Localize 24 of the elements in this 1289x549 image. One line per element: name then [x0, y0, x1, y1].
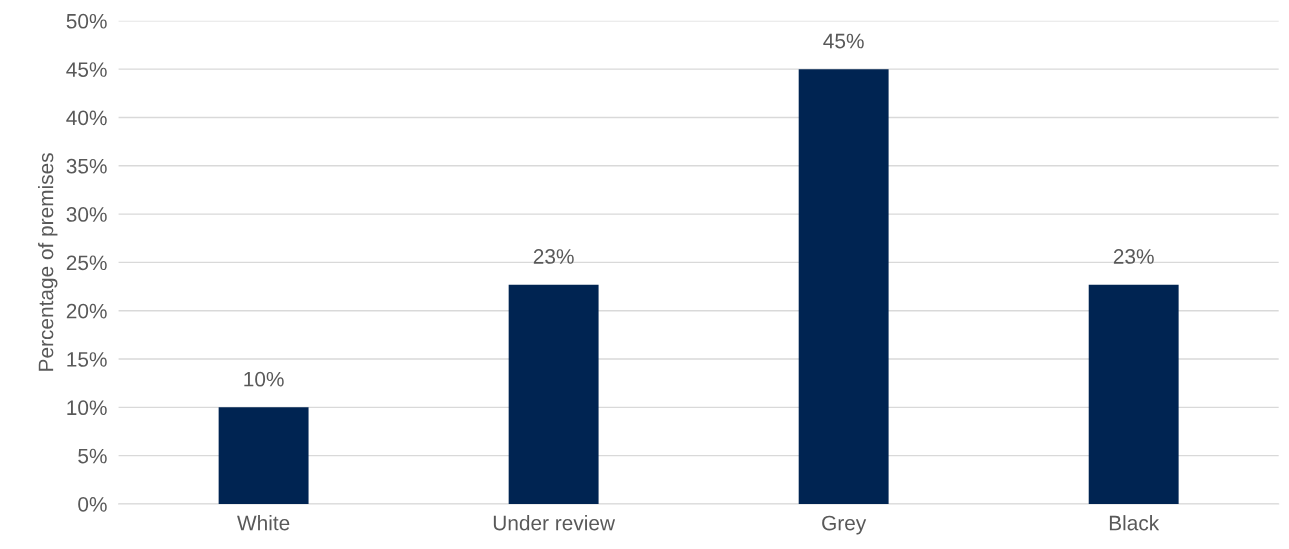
- y-tick-label: 0%: [78, 496, 107, 512]
- y-tick-label: 45%: [66, 62, 107, 77]
- y-axis-title: Percentage of premises: [38, 153, 58, 371]
- y-tick-label: 30%: [66, 207, 107, 222]
- y-tick-label: 40%: [66, 110, 107, 126]
- data-label: 23%: [533, 249, 574, 264]
- data-label: 45%: [823, 33, 864, 49]
- y-tick-label: 50%: [66, 13, 107, 29]
- x-tick-label: Under review: [493, 515, 616, 531]
- data-label: 23%: [1113, 249, 1154, 264]
- y-tick-label: 10%: [67, 400, 107, 416]
- bar: [218, 407, 309, 504]
- y-tick-label: 15%: [67, 352, 107, 367]
- y-tick-label: 5%: [78, 448, 107, 464]
- data-label: 10%: [244, 371, 284, 387]
- y-tick-label: 35%: [66, 158, 107, 174]
- bar: [798, 69, 889, 504]
- bar: [1088, 284, 1179, 504]
- y-tick-label: 20%: [66, 303, 107, 319]
- bar: [508, 284, 599, 504]
- y-tick-label: 25%: [66, 255, 107, 271]
- x-tick-label: Grey: [822, 515, 867, 535]
- x-tick-label: White: [237, 515, 290, 531]
- x-tick-label: Black: [1109, 515, 1160, 531]
